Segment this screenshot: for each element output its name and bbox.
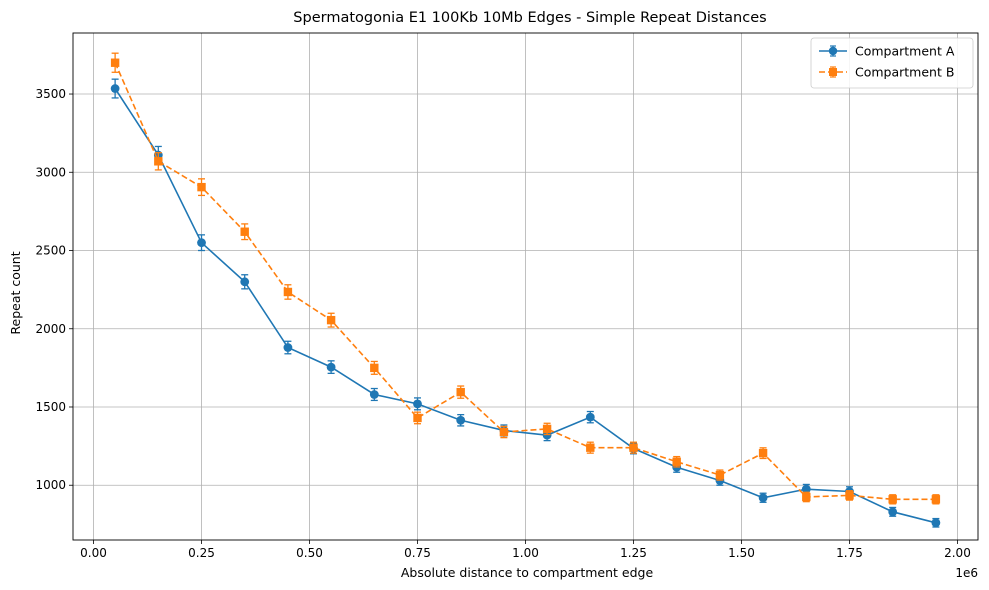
x-tick-label: 1.75 [836,546,863,560]
x-axis-label: Absolute distance to compartment edge [401,565,654,580]
data-point [931,518,941,528]
data-point [888,507,898,517]
data-point [586,443,595,452]
x-axis-offset-label: 1e6 [955,566,978,580]
series-compartment-b [110,52,941,505]
data-point [240,227,249,236]
data-point [931,495,941,504]
x-axis-ticks: 0.00 0.25 0.50 0.75 1.00 1.25 1.50 1.75 2.00 [80,540,971,560]
series-layer [110,52,941,528]
data-point [585,412,595,422]
data-point [326,315,336,325]
data-point [326,362,336,372]
legend-label: Compartment B [855,65,954,80]
x-tick-label: 0.50 [296,546,323,560]
data-point [110,84,120,93]
y-tick-label: 3500 [35,87,66,101]
y-tick-label: 1000 [35,478,66,492]
y-axis-label: Repeat count [8,251,23,334]
x-tick-label: 1.50 [728,546,755,560]
data-point [715,470,725,480]
y-tick-label: 2500 [35,244,66,258]
data-point [197,182,206,192]
data-point [154,157,163,166]
x-tick-label: 1.00 [512,546,539,560]
data-point [456,415,466,425]
data-point [110,58,120,67]
data-point [758,448,768,458]
x-tick-label: 1.25 [620,546,647,560]
legend-label: Compartment A [855,44,955,59]
data-point [542,424,552,434]
data-point [629,443,638,452]
x-tick-label: 0.25 [188,546,215,560]
x-tick-label: 0.75 [404,546,431,560]
data-point [499,427,509,437]
data-point [283,287,293,297]
legend-entry: Compartment A [819,44,955,59]
legend-entry: Compartment B [819,65,954,80]
data-point [370,363,379,373]
data-point [369,390,379,399]
grid-lines [73,33,978,540]
data-point [801,484,811,494]
data-point [283,343,293,352]
y-tick-label: 1500 [35,400,66,414]
data-point [456,387,465,397]
data-point [758,493,768,503]
data-point [240,277,250,287]
legend-marker [829,68,837,76]
data-point [802,492,811,502]
data-point [197,238,206,248]
y-tick-label: 3000 [35,165,66,179]
data-point [413,413,422,423]
data-point [888,495,897,504]
legend-box [810,37,974,89]
y-tick-label: 2000 [35,322,66,336]
y-axis-ticks: 1000 1500 2000 2500 3000 3500 [35,87,73,492]
series-line [114,62,936,501]
legend-marker [828,46,838,56]
data-point [413,399,422,409]
data-point [672,457,681,466]
chart-title: Spermatogonia E1 100Kb 10Mb Edges - Simp… [293,10,766,26]
legend: Compartment A Compartment B [810,37,974,89]
x-tick-label: 0.00 [80,546,107,560]
x-tick-label: 2.00 [944,546,971,560]
data-point [845,491,854,500]
